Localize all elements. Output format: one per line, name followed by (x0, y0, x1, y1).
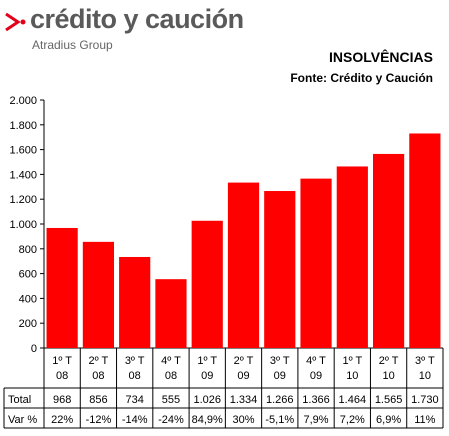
table-cell: 555 (162, 394, 180, 406)
table-cell: -12% (86, 414, 112, 426)
bar (409, 133, 441, 348)
bar (46, 227, 78, 348)
bar (372, 153, 405, 348)
x-tick-label: 09 (310, 370, 322, 382)
table-cell: -24% (158, 414, 184, 426)
x-tick-label: 10 (382, 370, 394, 382)
bar (300, 178, 332, 348)
table-cell: 734 (126, 394, 144, 406)
x-tick-label: 3º T (270, 355, 290, 367)
x-tick-label: 10 (346, 370, 358, 382)
x-tick-label: 4º T (306, 355, 326, 367)
table-cell: 7,2% (340, 414, 365, 426)
x-tick-label: 2º T (379, 355, 399, 367)
y-tick-label: 1.400 (9, 169, 37, 181)
x-tick-label: 09 (201, 370, 213, 382)
chart-title: INSOLVÊNCIAS (329, 49, 433, 65)
bar (155, 279, 187, 348)
table-row-label: Var % (8, 414, 37, 426)
x-tick-label: 4º T (161, 355, 181, 367)
y-tick-label: 0 (31, 343, 37, 355)
x-tick-label: 10 (419, 370, 431, 382)
y-tick-label: 1.600 (9, 145, 37, 157)
table-cell: -5,1% (265, 414, 294, 426)
y-tick-label: 1.800 (9, 120, 37, 132)
brand-mark-icon (5, 12, 26, 32)
bar (336, 166, 368, 348)
x-tick-label: 08 (56, 370, 68, 382)
bar (119, 256, 151, 348)
y-tick-label: 800 (19, 244, 37, 256)
x-tick-label: 1º T (342, 355, 362, 367)
table-cell: 1.464 (339, 394, 367, 406)
x-tick-label: 3º T (415, 355, 435, 367)
table-cell: 22% (51, 414, 73, 426)
x-tick-label: 09 (237, 370, 249, 382)
x-tick-label: 08 (92, 370, 104, 382)
table-cell: 7,9% (304, 414, 329, 426)
brand-subtitle: Atradius Group (32, 38, 113, 52)
table-row-label: Total (8, 394, 31, 406)
x-tick-label: 1º T (52, 355, 72, 367)
chart-subtitle: Fonte: Crédito y Caución (290, 71, 433, 85)
table-cell: -14% (122, 414, 148, 426)
table-cell: 1.730 (411, 394, 439, 406)
x-tick-label: 09 (274, 370, 286, 382)
table-cell: 856 (89, 394, 107, 406)
x-tick-label: 3º T (125, 355, 145, 367)
y-tick-label: 600 (19, 269, 37, 281)
brand-logo: crédito y caución Atradius Group (4, 4, 244, 54)
x-tick-label: 2º T (234, 355, 254, 367)
y-tick-label: 400 (19, 293, 37, 305)
x-tick-label: 1º T (197, 355, 217, 367)
table-cell: 84,9% (192, 414, 223, 426)
y-tick-label: 1.200 (9, 194, 37, 206)
bar (191, 220, 223, 348)
brand-name: crédito y caución (30, 4, 244, 34)
table-cell: 1.366 (302, 394, 330, 406)
bar (264, 191, 296, 348)
table-cell: 11% (414, 414, 435, 426)
table-cell: 1.266 (266, 394, 294, 406)
table-cell: 968 (53, 394, 71, 406)
y-tick-label: 200 (19, 318, 37, 330)
table-cell: 1.334 (230, 394, 258, 406)
y-tick-label: 2.000 (9, 95, 37, 107)
x-tick-label: 08 (165, 370, 177, 382)
table-cell: 1.026 (193, 394, 221, 406)
bar (227, 182, 260, 348)
y-tick-label: 1.000 (9, 219, 37, 231)
table-cell: 30% (232, 414, 254, 426)
x-tick-label: 2º T (89, 355, 109, 367)
table-cell: 6,9% (376, 414, 401, 426)
x-tick-label: 08 (129, 370, 141, 382)
bar (82, 241, 115, 348)
table-cell: 1.565 (375, 394, 403, 406)
